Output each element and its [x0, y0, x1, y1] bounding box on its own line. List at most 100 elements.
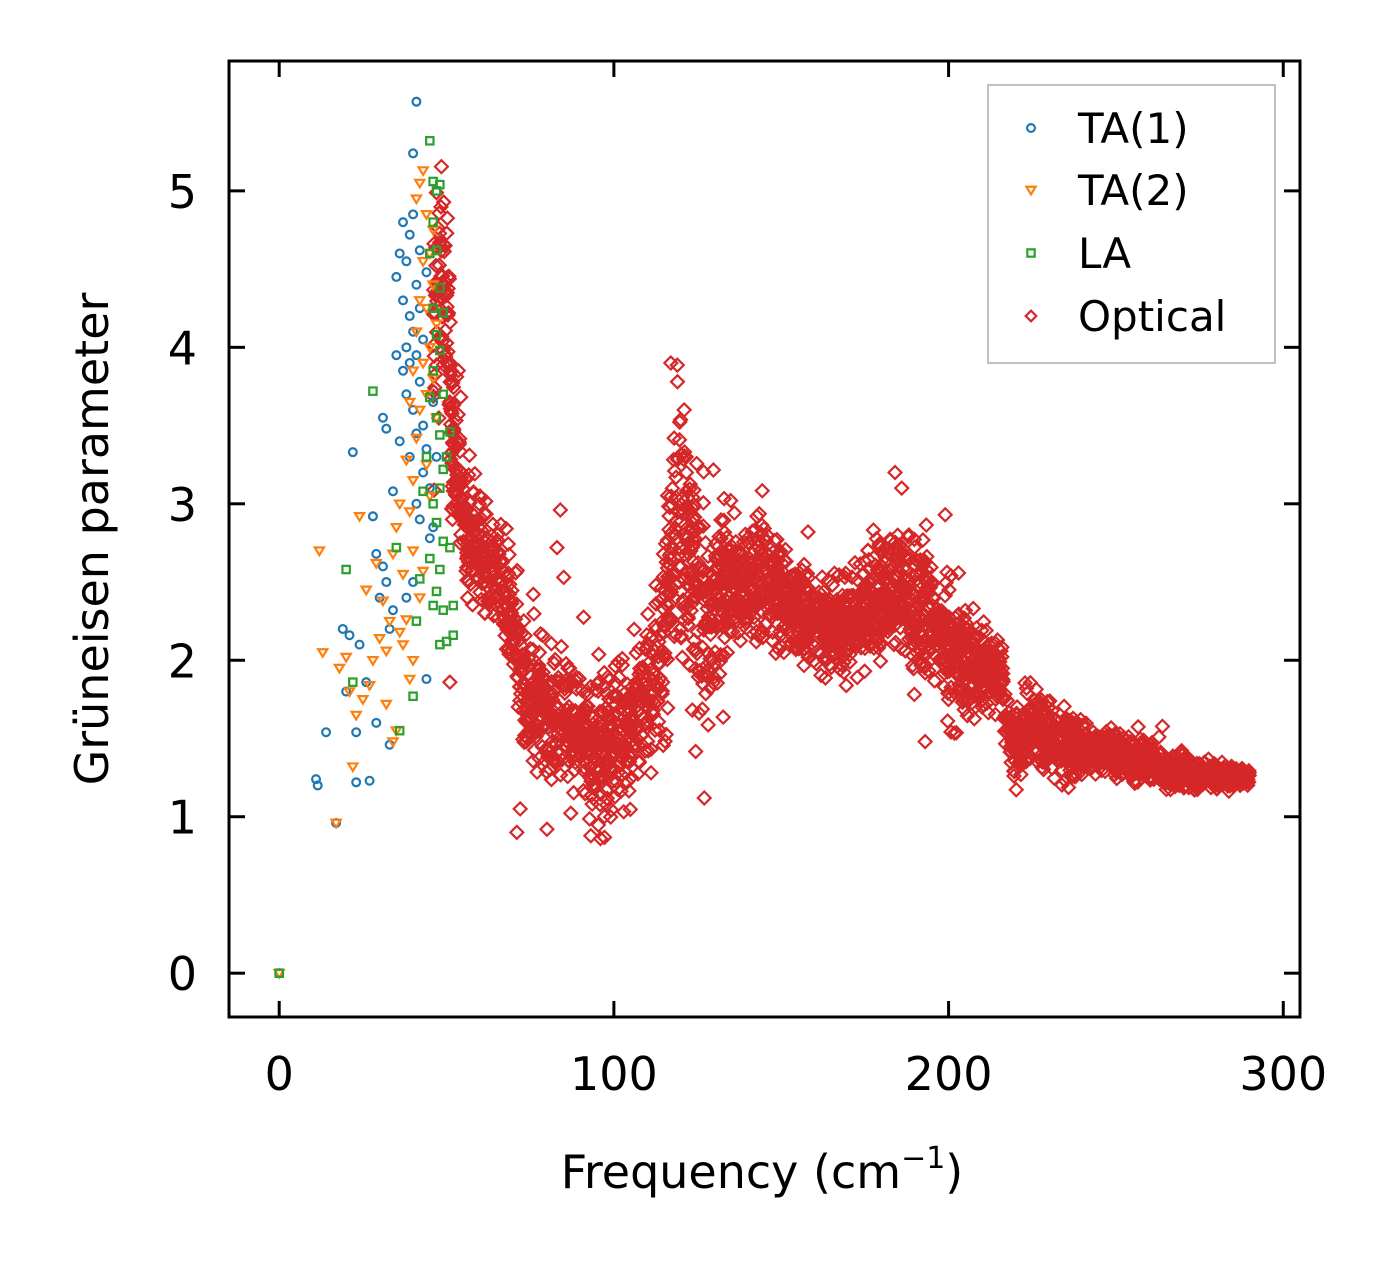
legend: TA(1) TA(2) LA Optical [987, 84, 1276, 364]
data-point [748, 633, 765, 650]
data-point [598, 782, 615, 799]
data-point [414, 245, 425, 256]
data-point [878, 562, 895, 579]
data-point [1016, 711, 1033, 728]
data-point [448, 460, 465, 477]
data-point [312, 780, 323, 791]
data-point [939, 685, 956, 702]
data-point [311, 774, 322, 785]
data-point [913, 636, 930, 653]
data-point [690, 559, 707, 576]
data-point [416, 358, 430, 370]
data-point [856, 581, 873, 598]
data-point [538, 821, 555, 838]
data-point [441, 396, 458, 413]
data-point [700, 716, 717, 733]
data-point [433, 281, 450, 298]
data-point [381, 423, 392, 434]
x-tick-label: 200 [905, 1047, 993, 1101]
data-point [638, 714, 655, 731]
data-point [900, 528, 917, 545]
data-point [800, 523, 817, 540]
data-point [525, 752, 542, 769]
data-point [714, 605, 731, 622]
data-point [561, 716, 578, 733]
data-point [975, 642, 992, 659]
data-point [408, 148, 419, 159]
data-point [847, 554, 864, 571]
data-point [425, 136, 435, 146]
data-point [512, 800, 529, 817]
data-point [418, 467, 429, 478]
data-point [568, 669, 585, 686]
data-point [423, 491, 437, 503]
data-point [435, 283, 445, 293]
data-point [394, 725, 405, 736]
data-point [603, 716, 620, 733]
data-point [662, 609, 679, 626]
data-point [872, 653, 889, 670]
data-point [684, 514, 701, 531]
data-point [649, 674, 666, 691]
data-point [615, 741, 632, 758]
data-point [451, 478, 468, 495]
data-point [596, 664, 613, 681]
data-point [487, 596, 504, 613]
data-point [386, 737, 400, 749]
data-point [593, 769, 610, 786]
data-point [647, 577, 664, 594]
data-point [442, 355, 459, 372]
data-point [688, 455, 705, 472]
data-point [431, 245, 442, 256]
data-point [489, 526, 506, 543]
data-point [346, 762, 360, 774]
data-point [719, 556, 736, 573]
data-point [790, 583, 807, 600]
data-point [973, 622, 990, 639]
data-point [1034, 753, 1051, 770]
y-tick-label: 2 [168, 634, 197, 688]
data-point [721, 623, 738, 640]
data-point [980, 704, 997, 721]
data-point [730, 578, 747, 595]
data-point [722, 541, 739, 558]
data-point [751, 505, 768, 522]
data-point [942, 641, 959, 658]
data-point [799, 565, 816, 582]
data-point [1125, 773, 1142, 790]
data-point [1076, 730, 1093, 747]
data-point [1005, 763, 1022, 780]
data-point [445, 501, 462, 518]
data-point [620, 782, 637, 799]
data-point [1033, 691, 1050, 708]
data-point [719, 565, 736, 582]
data-point [925, 588, 942, 605]
data-point [439, 354, 456, 371]
data-point [529, 764, 546, 781]
data-point [1202, 774, 1219, 791]
data-point [676, 401, 693, 418]
data-point [893, 574, 910, 591]
data-point [799, 623, 816, 640]
data-point [1115, 747, 1132, 764]
data-point [586, 781, 603, 798]
data-point [893, 640, 910, 657]
data-point [558, 717, 575, 734]
data-point [414, 574, 425, 584]
data-point [623, 769, 640, 786]
data-point [416, 166, 430, 178]
data-point [578, 683, 595, 700]
data-point [442, 400, 459, 417]
data-point [686, 530, 703, 547]
data-point [763, 552, 780, 569]
data-point [413, 405, 427, 417]
data-point [396, 569, 410, 581]
data-point [777, 621, 794, 638]
data-point [893, 608, 910, 625]
data-point [696, 789, 713, 806]
data-point [1026, 743, 1043, 760]
data-point [716, 524, 733, 541]
data-point [381, 577, 392, 588]
data-point [408, 691, 418, 702]
data-point [1128, 762, 1145, 779]
